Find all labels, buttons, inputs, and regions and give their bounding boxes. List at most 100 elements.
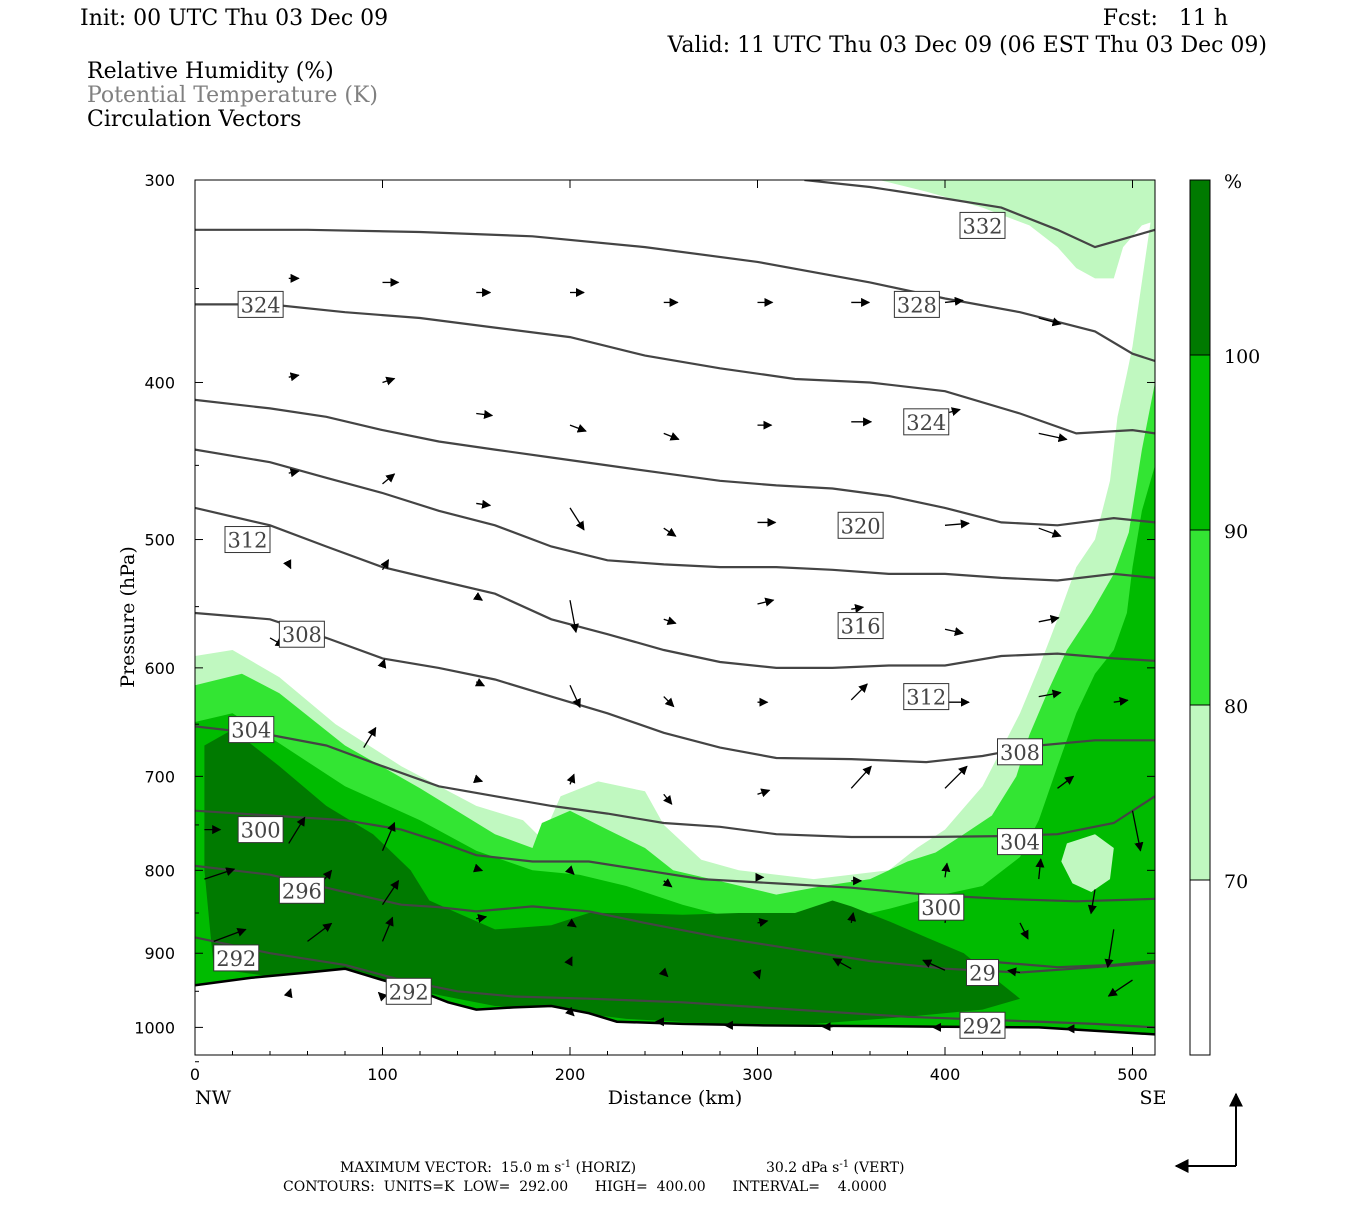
circulation-vector bbox=[752, 969, 762, 980]
contour-label-box bbox=[966, 959, 999, 987]
circulation-vector bbox=[476, 913, 488, 923]
circulation-vector bbox=[377, 658, 387, 669]
circulation-vector bbox=[1038, 689, 1062, 699]
contour-label-box bbox=[237, 290, 284, 318]
x-tick-label: 100 bbox=[367, 1065, 398, 1084]
circulation-vector bbox=[847, 911, 857, 924]
circulation-vector bbox=[380, 559, 390, 571]
circulation-vector bbox=[569, 684, 581, 709]
circulation-vector bbox=[1007, 967, 1021, 977]
circulation-vector bbox=[663, 696, 675, 708]
colorbar: 70 80 90 100 bbox=[1189, 179, 1260, 1056]
colorbar-swatch bbox=[1189, 179, 1211, 356]
contour-label-box bbox=[997, 828, 1043, 856]
circulation-vector bbox=[283, 988, 293, 999]
x-tick-label: 200 bbox=[555, 1065, 586, 1084]
y-tick-label: 900 bbox=[144, 944, 175, 963]
x-axis-label: Distance (km) bbox=[608, 1087, 743, 1109]
circulation-vector bbox=[1104, 929, 1115, 969]
rh-region-1 bbox=[879, 180, 1155, 279]
contour-label-box bbox=[278, 620, 325, 648]
contour-label-box bbox=[903, 683, 950, 711]
colorbar-swatch bbox=[1189, 879, 1211, 1056]
isentrope-332-11 bbox=[804, 180, 1155, 249]
contour-label-box bbox=[893, 290, 940, 318]
contour-label-box bbox=[997, 738, 1043, 766]
isentrope-320-8 bbox=[195, 398, 1155, 527]
circulation-vector bbox=[204, 867, 236, 880]
circulation-vector bbox=[922, 959, 946, 971]
contour-label-box bbox=[385, 977, 432, 1005]
y-tick-label: 400 bbox=[144, 373, 175, 392]
contour-labels: 332 328 324 324 320 316 312 312 308 308 304 304 300 3… bbox=[213, 211, 1043, 1039]
circulation-vector bbox=[1038, 317, 1062, 327]
circulation-vector bbox=[569, 507, 585, 531]
y-tick-label: 800 bbox=[144, 861, 175, 880]
circulation-vector bbox=[564, 865, 575, 875]
circulation-vector bbox=[944, 296, 964, 306]
circulation-vector bbox=[472, 591, 484, 601]
circulation-vector bbox=[757, 597, 775, 607]
circulation-vector bbox=[757, 788, 771, 798]
isentrope-316-7 bbox=[195, 448, 1155, 582]
circulation-vector bbox=[1035, 858, 1045, 880]
valid-time: Valid: 11 UTC Thu 03 Dec 09 (06 EST Thu … bbox=[667, 33, 1267, 58]
x-axis: 0 100 200 300 400 500 bbox=[190, 180, 1148, 1084]
contour-label-box bbox=[278, 876, 325, 904]
y-tick-label: 700 bbox=[144, 767, 175, 786]
circulation-vector bbox=[569, 600, 579, 634]
circulation-vector bbox=[850, 765, 872, 789]
colorbar-label: 80 bbox=[1224, 696, 1248, 718]
circulation-vector bbox=[1113, 696, 1129, 706]
contour-label: 312 bbox=[906, 686, 946, 710]
circulation-vector bbox=[381, 821, 396, 851]
contour-label: 324 bbox=[906, 411, 946, 435]
contour-label: 308 bbox=[282, 623, 322, 647]
contour-label-box bbox=[959, 1011, 1006, 1039]
circulation-vector bbox=[564, 1006, 575, 1017]
circulation-vector bbox=[1107, 979, 1133, 997]
colorbar-swatch bbox=[1189, 529, 1211, 706]
circulation-vector bbox=[476, 499, 492, 509]
terrain-surface bbox=[195, 967, 1155, 1055]
y-tick-label: 500 bbox=[144, 531, 175, 550]
isentrope-300-3 bbox=[195, 809, 1155, 903]
x-tick-label: 0 bbox=[190, 1065, 200, 1084]
contour-label: 29 bbox=[969, 962, 996, 986]
contour-label: 292 bbox=[962, 1014, 1002, 1038]
isentrope-328-10 bbox=[195, 228, 1155, 363]
circulation-vector bbox=[941, 862, 951, 878]
circulation-vector bbox=[363, 726, 377, 748]
circulation-vector bbox=[662, 878, 673, 888]
isentrope-312-6 bbox=[195, 506, 1155, 670]
circulation-vector bbox=[566, 918, 577, 928]
circulation-vector bbox=[1087, 889, 1097, 915]
rh-region-4 bbox=[204, 729, 1020, 1024]
circulation-vector bbox=[944, 627, 964, 636]
circulation-vector bbox=[851, 604, 865, 614]
contour-label-box bbox=[903, 408, 950, 436]
reference-vector-icon bbox=[1174, 1092, 1243, 1173]
contour-label: 304 bbox=[1000, 831, 1040, 855]
circulation-vector bbox=[473, 774, 484, 784]
circulation-vector bbox=[381, 879, 400, 906]
colorbar-unit: % bbox=[1224, 171, 1242, 193]
contour-label: 300 bbox=[921, 896, 961, 920]
y-axis: 300 400 500 600 700 800 900 1000 bbox=[134, 171, 1155, 1063]
contour-label-box bbox=[837, 612, 884, 640]
y-tick-label: 300 bbox=[144, 171, 175, 190]
contour-label: 312 bbox=[227, 529, 267, 553]
circulation-vector bbox=[658, 967, 669, 978]
isentrope-292-1 bbox=[982, 959, 1155, 969]
circulation-vector bbox=[288, 372, 300, 382]
below-ground bbox=[195, 968, 1155, 1055]
circulation-vector bbox=[473, 863, 484, 873]
contour-label-box bbox=[224, 526, 271, 554]
endpoint-left-label: NW bbox=[195, 1087, 232, 1109]
circulation-vector bbox=[1131, 810, 1144, 852]
contour-label-box bbox=[959, 211, 1006, 239]
y-tick-label: 1000 bbox=[134, 1018, 175, 1037]
isentrope-324-9 bbox=[195, 303, 1155, 435]
colorbar-label: 70 bbox=[1224, 871, 1248, 893]
